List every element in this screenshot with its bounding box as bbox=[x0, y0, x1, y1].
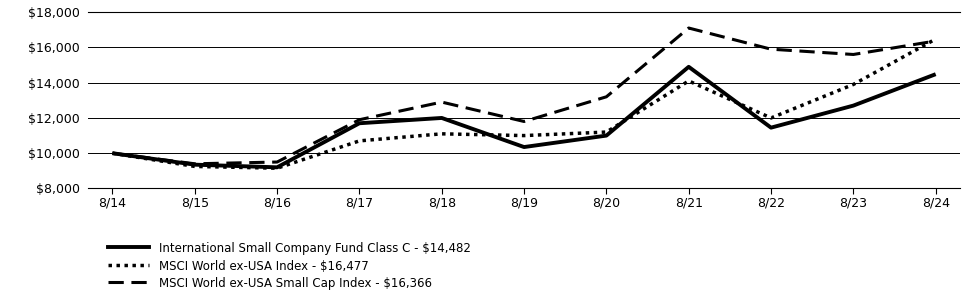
Legend: International Small Company Fund Class C - $14,482, MSCI World ex-USA Index - $1: International Small Company Fund Class C… bbox=[103, 237, 476, 295]
